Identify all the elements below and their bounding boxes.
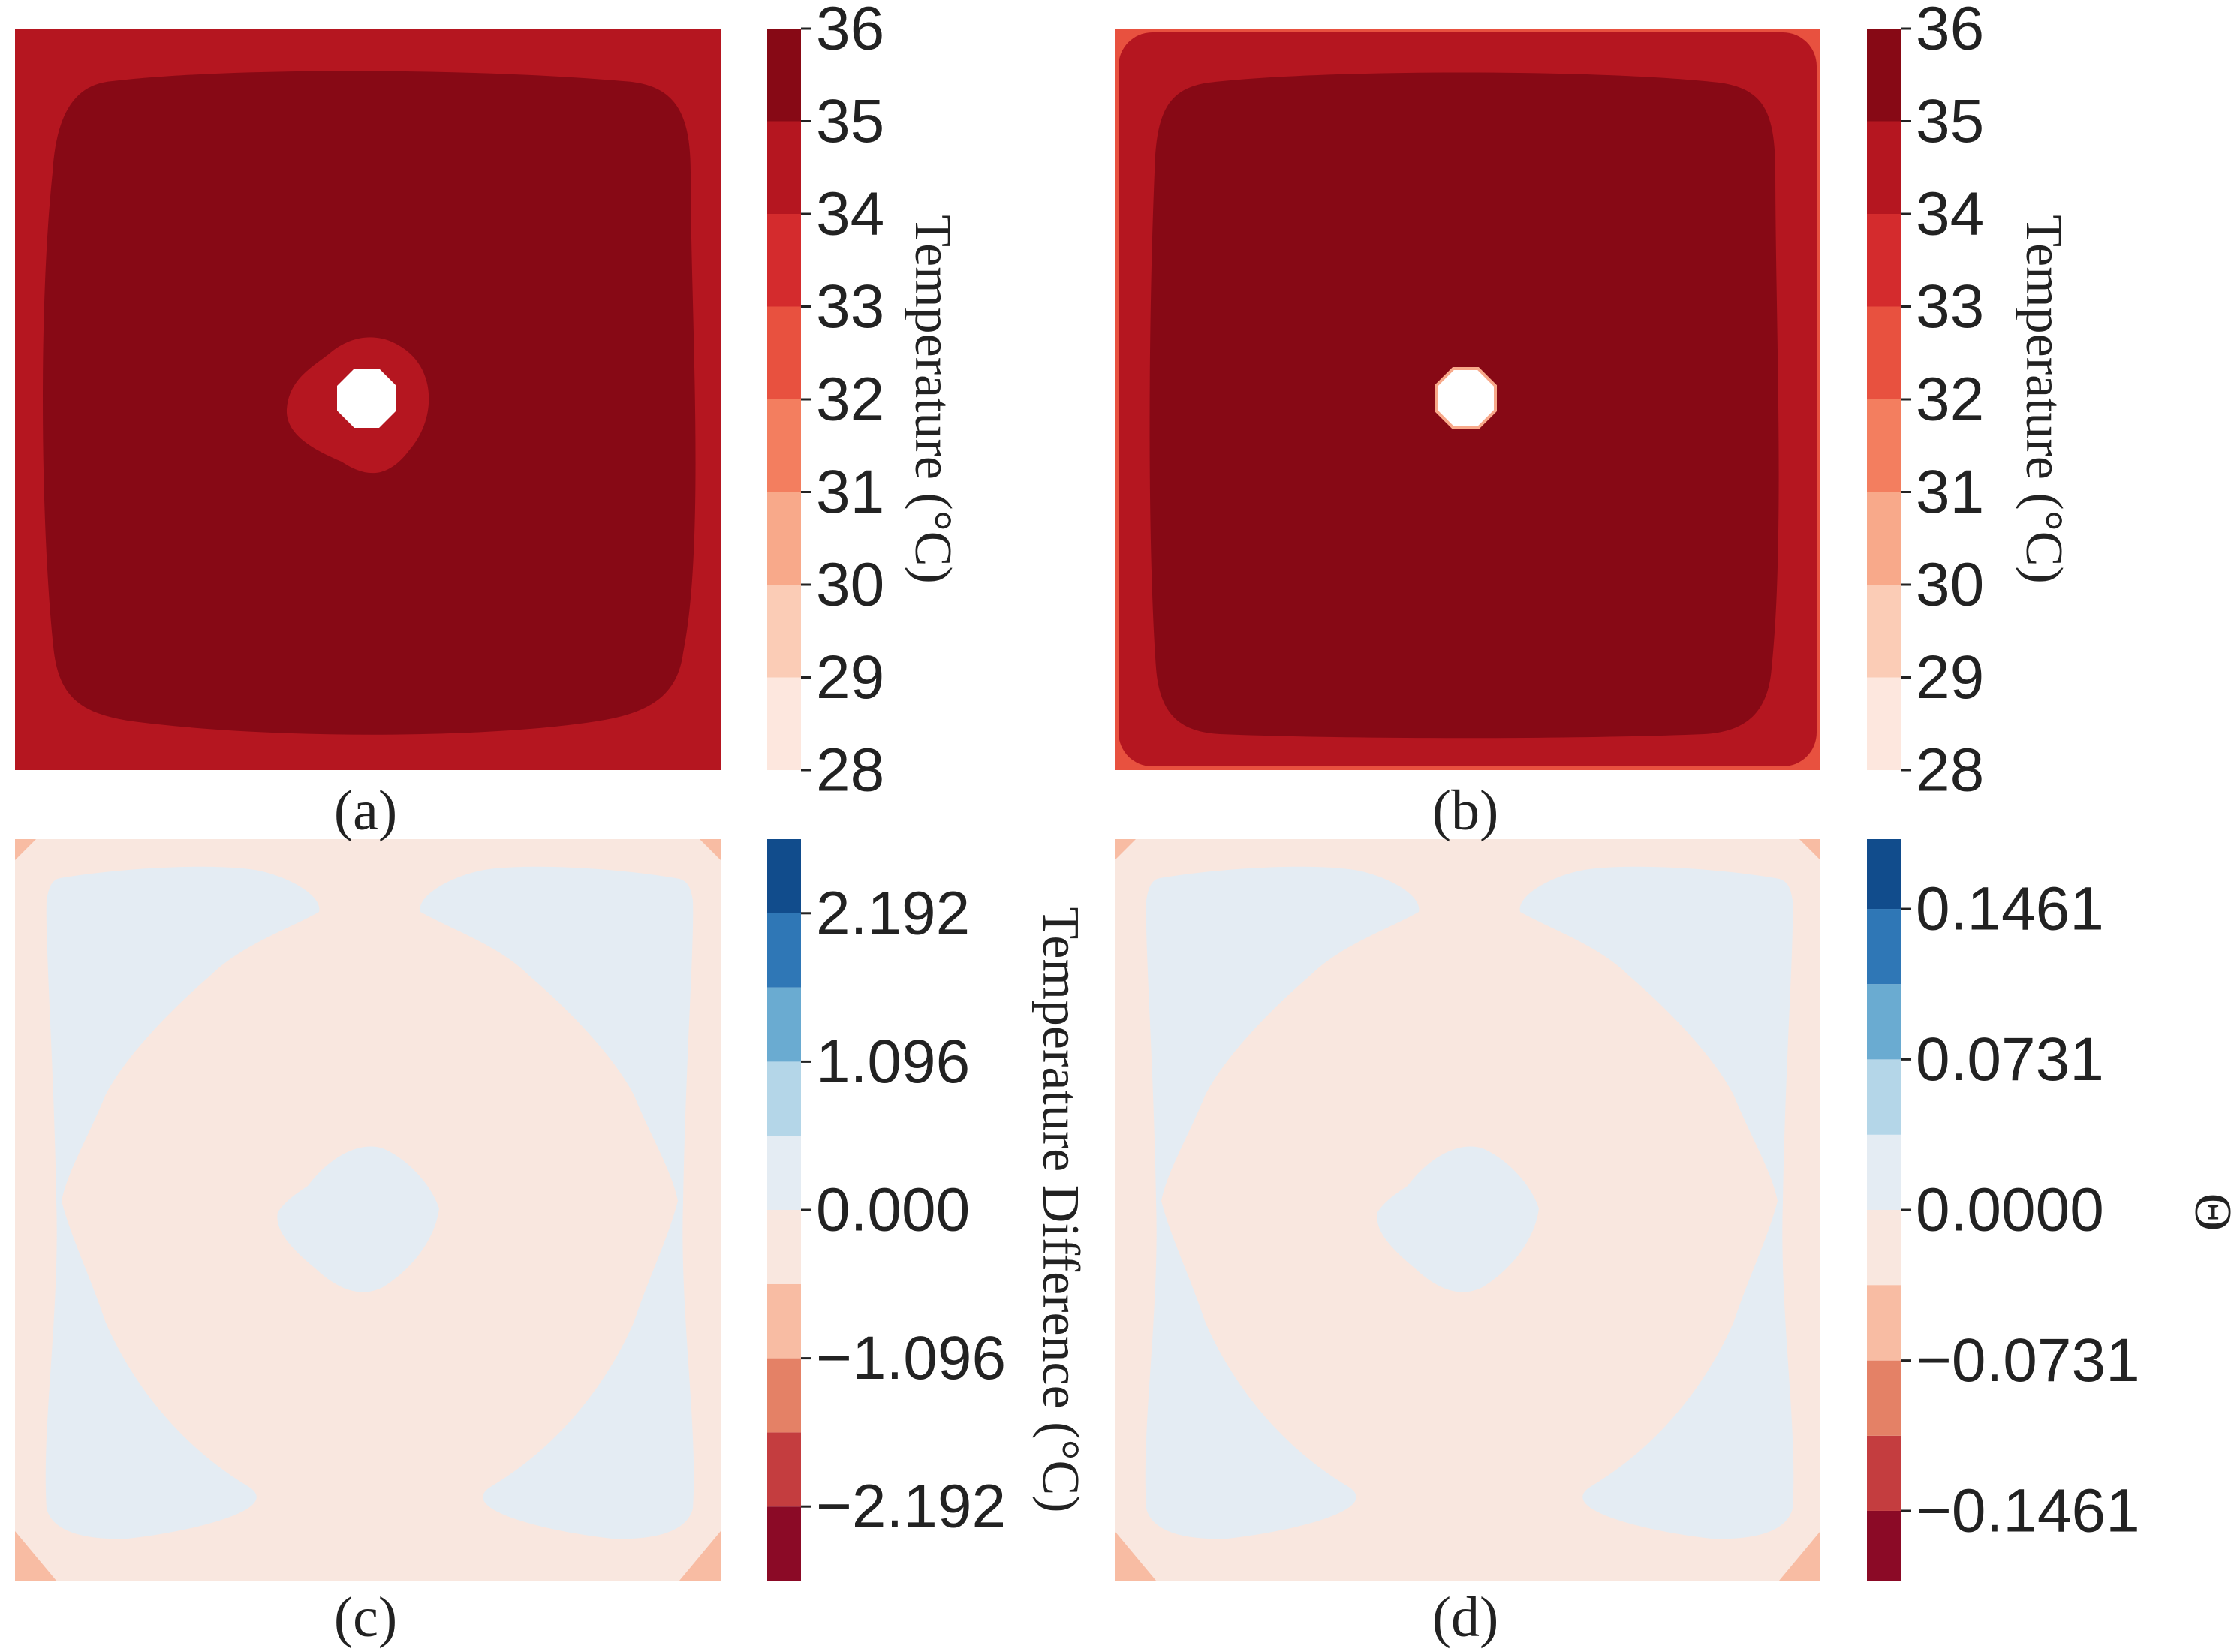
- colorbar-a-band-4: [767, 306, 801, 399]
- panel-c-corner-br: [679, 1531, 721, 1581]
- panel-b-hole: [1435, 367, 1497, 429]
- panel-d-corner-tr: [1799, 839, 1820, 860]
- panel-c-lobe-right: [420, 866, 694, 1539]
- caption-d: (d): [1432, 1586, 1499, 1649]
- colorbar-a-label: Temperature (°C): [904, 215, 962, 583]
- colorbar-b-band-1: [1867, 585, 1901, 678]
- panel-c-center-blob: [277, 1146, 439, 1292]
- colorbar-b-band-4: [1867, 306, 1901, 399]
- colorbar-c-tick-label-3: 1.096: [816, 1028, 970, 1096]
- colorbar-a-tick-label-1: 29: [816, 643, 884, 712]
- colorbar-a-tick-label-2: 30: [816, 551, 884, 619]
- colorbar-c-band-2: [767, 1358, 801, 1433]
- colorbar-b: 28 29 30 31 32 33 34 35 36: [1867, 0, 1984, 805]
- colorbar-a: 28 29 30 31 32 33 34 35 36: [767, 0, 884, 805]
- panel-c-corner-tl: [15, 839, 36, 860]
- caption-b: (b): [1432, 779, 1499, 842]
- colorbar-a-band-0: [767, 677, 801, 770]
- colorbar-c-band-7: [767, 987, 801, 1062]
- colorbar-b-tick-label-1: 29: [1916, 643, 1984, 712]
- colorbar-c-tick-label-1: −1.096: [816, 1324, 1006, 1392]
- colorbar-a-tick-label-6: 34: [816, 180, 884, 248]
- colorbar-d-band-2: [1867, 1360, 1901, 1436]
- colorbar-d-tick-label-4: 0.1461: [1916, 875, 2104, 943]
- colorbar-c-band-3: [767, 1283, 801, 1359]
- colorbar-b-tick-label-4: 32: [1916, 366, 1984, 434]
- colorbar-b-tick-label-3: 31: [1916, 458, 1984, 526]
- colorbar-c-band-0: [767, 1506, 801, 1581]
- colorbar-c: −2.192 −1.096 0.000 1.096 2.192: [767, 839, 1006, 1581]
- panel-d-center-blob: [1377, 1146, 1539, 1292]
- colorbar-d-tick-label-3: 0.0731: [1916, 1025, 2104, 1094]
- colorbar-b-band-5: [1867, 214, 1901, 307]
- panel-b: [1115, 29, 1820, 770]
- colorbar-d-tick-label-2: 0.0000: [1916, 1176, 2104, 1244]
- colorbar-b-tick-label-5: 33: [1916, 272, 1984, 341]
- colorbar-c-band-6: [767, 1061, 801, 1136]
- colorbar-d-band-6: [1867, 1059, 1901, 1135]
- colorbar-a-tick-label-5: 33: [816, 272, 884, 341]
- panel-c-corner-tr: [700, 839, 721, 860]
- colorbar-b-tick-label-8: 36: [1916, 0, 1984, 63]
- colorbar-a-band-1: [767, 585, 801, 678]
- colorbar-b-tick-label-0: 28: [1916, 736, 1984, 805]
- colorbar-b-band-2: [1867, 492, 1901, 585]
- colorbar-a-tick-label-7: 35: [816, 87, 884, 155]
- panel-d: [1115, 839, 1820, 1581]
- colorbar-d-band-7: [1867, 984, 1901, 1060]
- colorbar-d-band-9: [1867, 839, 1901, 910]
- colorbar-c-band-9: [767, 839, 801, 913]
- colorbar-b-tick-label-2: 30: [1916, 551, 1984, 619]
- colorbar-d-band-0: [1867, 1510, 1901, 1581]
- colorbar-c-band-4: [767, 1210, 801, 1284]
- caption-c: (c): [334, 1586, 397, 1649]
- colorbar-b-band-0: [1867, 677, 1901, 770]
- colorbar-d-label: Θ: [2184, 1193, 2234, 1232]
- colorbar-c-band-5: [767, 1136, 801, 1210]
- colorbar-a-tick-label-4: 32: [816, 366, 884, 434]
- colorbar-a-band-6: [767, 121, 801, 214]
- colorbar-b-band-6: [1867, 121, 1901, 214]
- panel-a-hole: [337, 369, 396, 428]
- colorbar-c-band-1: [767, 1432, 801, 1507]
- panel-d-lobe-right: [1519, 866, 1794, 1539]
- colorbar-b-label: Temperature (°C): [2015, 215, 2073, 583]
- colorbar-c-tick-label-4: 2.192: [816, 879, 970, 947]
- panel-d-corner-bl: [1115, 1531, 1156, 1581]
- panel-c-corner-bl: [15, 1531, 56, 1581]
- colorbar-c-tick-label-0: −2.192: [816, 1473, 1006, 1541]
- panel-d-corner-br: [1779, 1531, 1820, 1581]
- colorbar-d-band-5: [1867, 1134, 1901, 1210]
- colorbar-d-band-3: [1867, 1285, 1901, 1361]
- colorbar-b-tick-label-6: 34: [1916, 180, 1984, 248]
- colorbar-d-band-4: [1867, 1210, 1901, 1286]
- colorbar-a-band-5: [767, 214, 801, 307]
- colorbar-b-band-7: [1867, 29, 1901, 122]
- panel-c: [15, 839, 721, 1581]
- colorbar-c-band-8: [767, 913, 801, 988]
- colorbar-a-band-3: [767, 399, 801, 492]
- colorbar-d-band-8: [1867, 909, 1901, 985]
- panel-c-lobe-left: [45, 866, 320, 1539]
- colorbar-a-tick-label-0: 28: [816, 736, 884, 805]
- colorbar-b-band-3: [1867, 399, 1901, 492]
- colorbar-d-tick-label-0: −0.1461: [1916, 1476, 2140, 1545]
- colorbar-b-tick-label-7: 35: [1916, 87, 1984, 155]
- colorbar-a-band-2: [767, 492, 801, 585]
- colorbar-a-band-7: [767, 29, 801, 122]
- colorbar-d-tick-label-1: −0.0731: [1916, 1326, 2140, 1395]
- colorbar-d-band-1: [1867, 1435, 1901, 1511]
- colorbar-d: −0.1461 −0.0731 0.0000 0.0731 0.1461: [1867, 839, 2140, 1581]
- panel-a: [15, 29, 721, 770]
- colorbar-a-tick-label-8: 36: [816, 0, 884, 63]
- colorbar-a-tick-label-3: 31: [816, 458, 884, 526]
- colorbar-c-label: Temperature Difference (°C): [1031, 907, 1089, 1513]
- panel-d-lobe-left: [1145, 866, 1420, 1539]
- panel-d-corner-tl: [1115, 839, 1136, 860]
- colorbar-c-tick-label-2: 0.000: [816, 1176, 970, 1244]
- caption-a: (a): [334, 779, 397, 842]
